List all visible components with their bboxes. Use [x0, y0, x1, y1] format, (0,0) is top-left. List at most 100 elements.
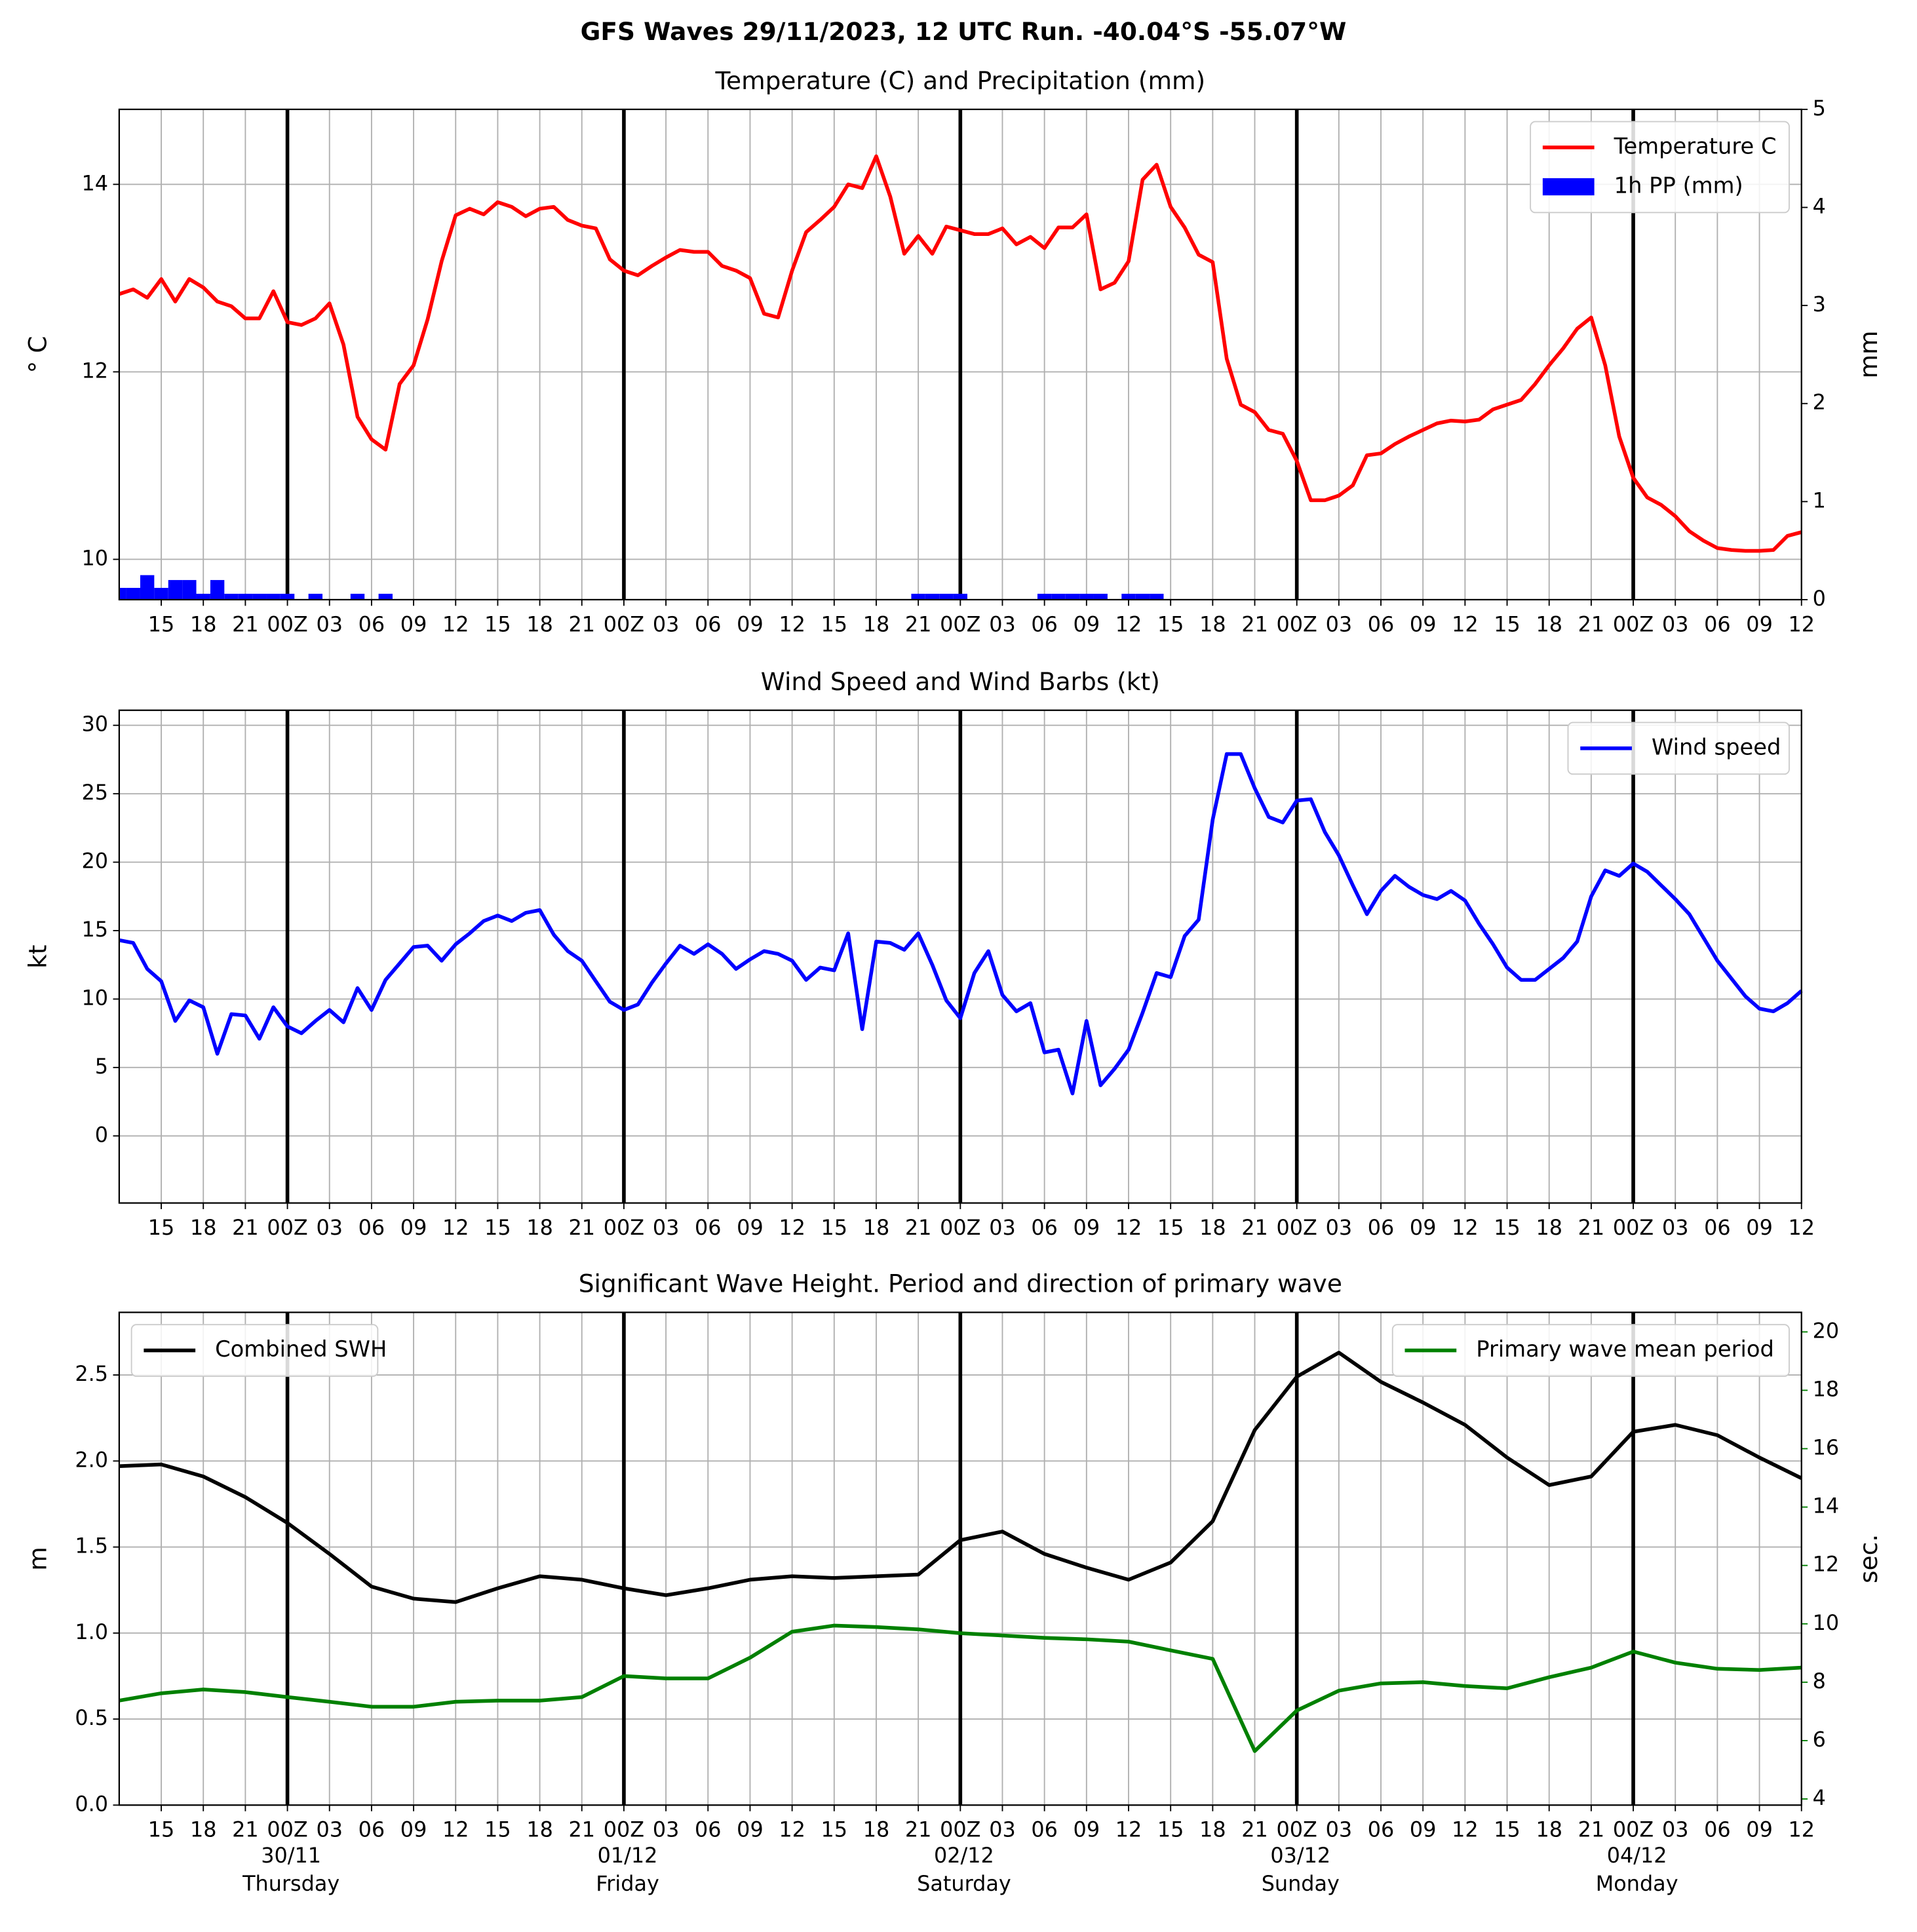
x-tick-label: 06: [358, 1215, 385, 1240]
y-axis-label: kt: [24, 944, 52, 968]
y2-tick-label: 14: [1813, 1494, 1840, 1518]
x-tick-label: 15: [1157, 1817, 1184, 1842]
y2-tick-label: 16: [1813, 1435, 1840, 1460]
x-tick-label: 12: [779, 1817, 805, 1842]
precip-bar: [266, 594, 281, 600]
x-tick-label: 21: [568, 1817, 595, 1842]
x-tick-label: 15: [821, 611, 848, 636]
x-tick-label: 09: [737, 1215, 764, 1240]
day-label: Friday: [596, 1871, 659, 1896]
x-tick-label: 12: [779, 611, 805, 636]
x-tick-label: 12: [1452, 1215, 1479, 1240]
day-label: Saturday: [917, 1871, 1011, 1896]
figure-title: GFS Waves 29/11/2023, 12 UTC Run. -40.04…: [581, 17, 1347, 46]
precip-bar: [1150, 594, 1164, 600]
y2-axis-label: sec.: [1854, 1534, 1883, 1583]
x-tick-label: 03: [1662, 1215, 1689, 1240]
x-tick-label: 18: [1536, 1817, 1562, 1842]
x-tick-label: 15: [1494, 611, 1520, 636]
x-tick-label: 15: [1157, 1215, 1184, 1240]
x-tick-label: 00Z: [267, 1215, 307, 1240]
x-tick-label: 03: [1326, 1215, 1353, 1240]
x-tick-label: 12: [779, 1215, 805, 1240]
x-tick-label: 09: [1410, 1215, 1437, 1240]
x-tick-label: 18: [526, 1817, 553, 1842]
x-tick-label: 18: [526, 611, 553, 636]
x-tick-label: 09: [400, 1817, 427, 1842]
x-tick-label: 09: [400, 1215, 427, 1240]
x-tick-label: 00Z: [1276, 611, 1317, 636]
precip-bar: [1135, 594, 1150, 600]
y-tick-label: 0: [95, 1122, 108, 1147]
y-tick-label: 15: [81, 917, 108, 942]
x-tick-label: 03: [653, 1817, 680, 1842]
x-tick-label: 12: [1115, 1817, 1142, 1842]
x-tick-label: 18: [863, 1215, 890, 1240]
x-tick-label: 03: [316, 611, 343, 636]
x-tick-label: 00Z: [267, 611, 307, 636]
x-tick-label: 00Z: [1613, 611, 1654, 636]
y2-tick-label: 3: [1813, 292, 1826, 317]
x-tick-label: 06: [1368, 1817, 1395, 1842]
x-tick-label: 09: [1410, 611, 1437, 636]
x-tick-label: 12: [1115, 1215, 1142, 1240]
x-tick-label: 06: [358, 1817, 385, 1842]
x-tick-label: 18: [190, 1817, 217, 1842]
legend-box: [1530, 121, 1790, 214]
y2-tick-label: 1: [1813, 488, 1826, 512]
x-tick-label: 12: [1452, 1817, 1479, 1842]
legend-swatch: [1542, 178, 1595, 196]
precip-bar: [1037, 594, 1052, 600]
y-tick-label: 10: [81, 545, 108, 570]
y-tick-label: 12: [81, 358, 108, 383]
x-tick-label: 09: [737, 611, 764, 636]
x-tick-label: 06: [1368, 611, 1395, 636]
x-tick-label: 06: [1368, 1215, 1395, 1240]
x-tick-label: 06: [358, 611, 385, 636]
x-tick-label: 00Z: [1276, 1215, 1317, 1240]
precip-bar: [939, 594, 954, 600]
precip-bar: [1051, 594, 1066, 600]
series-line: [118, 154, 1802, 553]
x-tick-label: 12: [442, 1817, 469, 1842]
x-tick-label: 18: [1199, 1215, 1226, 1240]
y-tick-label: 20: [81, 849, 108, 874]
precip-bar: [140, 575, 155, 600]
x-tick-label: 03: [1326, 1817, 1353, 1842]
x-tick-label: 15: [1157, 611, 1184, 636]
y-tick-label: 1.0: [75, 1619, 108, 1644]
x-tick-label: 18: [190, 1215, 217, 1240]
date-label: 30/11: [261, 1843, 321, 1868]
x-tick-label: 21: [1578, 611, 1605, 636]
x-tick-label: 06: [695, 611, 722, 636]
x-tick-label: 18: [1199, 611, 1226, 636]
plot-frame: [118, 1311, 1802, 1806]
x-tick-label: 21: [905, 611, 932, 636]
y-axis-label: m: [24, 1547, 52, 1571]
series-line: [119, 752, 1803, 1096]
y2-tick-label: 5: [1813, 96, 1826, 121]
x-tick-label: 18: [1536, 611, 1562, 636]
precip-bar: [1093, 594, 1108, 600]
x-tick-label: 00Z: [1276, 1817, 1317, 1842]
x-tick-label: 06: [1704, 611, 1731, 636]
precip-bar: [378, 594, 393, 600]
y2-axis-label: mm: [1854, 330, 1883, 378]
date-label: 01/12: [598, 1843, 658, 1868]
x-tick-label: 09: [400, 611, 427, 636]
y-tick-label: 10: [81, 985, 108, 1010]
x-tick-label: 03: [653, 611, 680, 636]
x-tick-label: 12: [442, 1215, 469, 1240]
x-tick-label: 21: [905, 1817, 932, 1842]
plot-frame: [118, 108, 1802, 601]
x-tick-label: 09: [737, 1817, 764, 1842]
x-tick-label: 21: [1241, 611, 1268, 636]
precip-bar: [350, 594, 365, 600]
x-tick-label: 06: [1704, 1215, 1731, 1240]
precip-bar: [911, 594, 925, 600]
legend-label: Wind speed: [1652, 734, 1781, 760]
precip-bar: [154, 588, 168, 600]
y-tick-label: 2.5: [75, 1361, 108, 1386]
legend-label: 1h PP (mm): [1614, 172, 1743, 198]
